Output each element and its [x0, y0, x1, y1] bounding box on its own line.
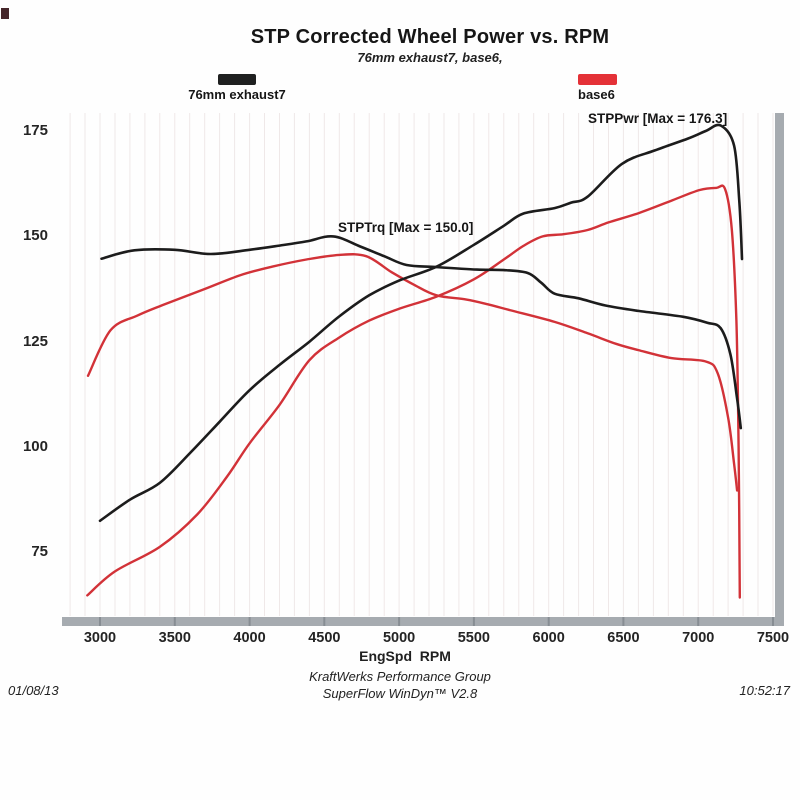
power-max-annotation: STPPwr [Max = 176.3] — [588, 111, 728, 126]
chart-title: STP Corrected Wheel Power vs. RPM — [250, 26, 610, 48]
y-tick-label: 150 — [22, 227, 48, 245]
x-axis-bar — [62, 617, 784, 626]
x-tick-label: 4500 — [308, 630, 341, 646]
y-tick-label: 100 — [22, 438, 48, 456]
x-tick-label: 5500 — [457, 630, 490, 646]
x-tick-label: 7000 — [682, 630, 715, 646]
y-tick-label: 75 — [31, 543, 48, 561]
footer-company: KraftWerks Performance Group — [309, 669, 491, 684]
y-tick-label: 125 — [22, 332, 48, 350]
legend-swatch-76mm-exhaust7 — [218, 74, 256, 85]
footer-software: SuperFlow WinDyn™ V2.8 — [322, 686, 478, 701]
legend-swatch-base6 — [578, 74, 617, 85]
x-tick-label: 5000 — [382, 630, 416, 646]
x-tick-label: 7500 — [756, 630, 790, 646]
y-tick-label: 175 — [22, 122, 48, 139]
torque-max-annotation: STPTrq [Max = 150.0] — [338, 220, 474, 235]
x-tick-label: 3000 — [83, 630, 117, 646]
legend-label-base6: base6 — [578, 87, 615, 102]
x-tick-label: 4000 — [233, 630, 266, 646]
scan-artifact — [1, 8, 9, 19]
footer-time: 10:52:17 — [739, 683, 790, 698]
x-tick-label: 6000 — [532, 630, 565, 646]
right-axis-bar — [775, 113, 784, 626]
footer-date: 01/08/13 — [8, 683, 59, 698]
x-tick-label: 6500 — [607, 630, 640, 646]
chart-subtitle: 76mm exhaust7, base6, — [357, 50, 503, 65]
x-tick-label: 3500 — [158, 630, 191, 646]
legend-label-76mm-exhaust7: 76mm exhaust7 — [188, 87, 286, 102]
x-axis-label: EngSpd RPM — [359, 648, 451, 664]
